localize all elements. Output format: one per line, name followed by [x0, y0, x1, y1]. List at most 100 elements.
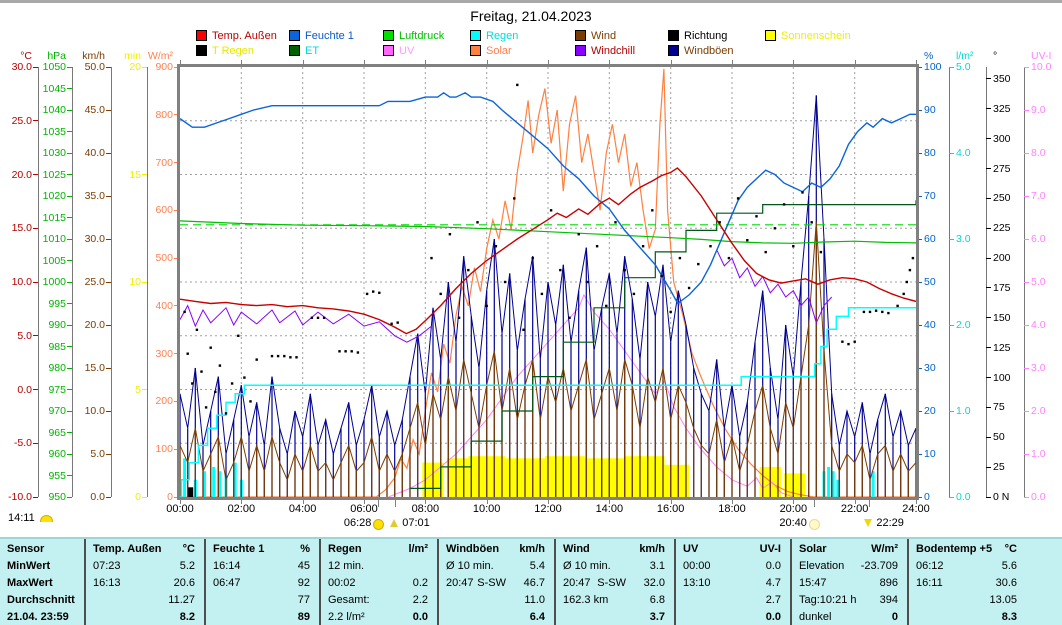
axis-tick-label-pct: 100 [924, 61, 942, 73]
table-column-name: Feuchte 1 [213, 543, 265, 555]
legend-label: Windchill [591, 44, 636, 57]
series-richtung [322, 316, 326, 319]
axis-tick-label-deg: 225 [993, 222, 1011, 235]
axis-tick-wm2 [174, 496, 179, 498]
series-richtung [476, 221, 479, 224]
axis-tick-label-hpa: 970 [48, 405, 66, 417]
table-row: 2.7 [676, 592, 790, 609]
table-column-bodentemp-5: Bodentemp +5 °C 06:12 5.6 16:11 30.6 13.05 8.3 [907, 539, 1062, 625]
x-tick-label: 12:00 [534, 503, 562, 515]
x-tick-mark [364, 500, 365, 504]
series-richtung [531, 256, 534, 260]
axis-tick-label-hpa: 1025 [42, 168, 66, 181]
axis-tick-label-wm2: 600 [155, 204, 173, 217]
series-richtung [522, 328, 525, 331]
table-row-label: Sensor [0, 541, 84, 558]
series-windchill [716, 249, 833, 325]
axis-tick-label-hpa: 1050 [42, 61, 66, 73]
series-richtung [204, 406, 208, 409]
x-tick-mark-top [609, 60, 611, 64]
series-rain_rate [212, 466, 216, 497]
axis-tick-label-hpa: 995 [48, 297, 66, 310]
table-row: 13.05 [909, 592, 1062, 609]
series-richtung [902, 292, 905, 296]
table-row: 8.3 [909, 609, 1062, 625]
series-richtung [874, 309, 878, 312]
axis-tick-label-kmh: 45.0 [84, 104, 105, 116]
legend-label: ET [305, 44, 320, 57]
legend-label: Temp. Außen [212, 29, 277, 42]
axis-tick-label-temp: 10.0 [11, 276, 32, 288]
axis-tick-label-temp: -10.0 [8, 491, 32, 503]
legend-item-et: ET [289, 44, 320, 57]
series-richtung [887, 311, 890, 315]
axis-tick-hpa [67, 324, 72, 326]
series-richtung [396, 321, 399, 324]
axis-tick-label-deg: 325 [993, 102, 1011, 115]
axis-tick-label-temp: 5.0 [17, 329, 32, 342]
axis-tick-deg [986, 496, 991, 498]
x-tick-label: 20:00 [779, 503, 808, 515]
x-tick-mark [241, 500, 243, 504]
table-row-label: 21.04. 23:59 [0, 609, 84, 625]
axis-tick-wm2 [174, 448, 179, 450]
axis-tick-label-hpa: 990 [48, 319, 66, 331]
series-richtung [344, 350, 347, 353]
axis-tick-label-hpa: 1000 [42, 276, 66, 288]
series-richtung [195, 328, 199, 331]
axis-tick-label-kmh: 35.0 [84, 190, 105, 202]
x-tick-mark [793, 500, 795, 504]
table-cell-time: 12 min. [328, 560, 365, 572]
x-tick-mark-top [670, 60, 672, 64]
table-column-unit: l/m² [408, 543, 428, 555]
table-cell-time: 00:00 [683, 560, 711, 572]
axis-tick-kmh [106, 410, 111, 412]
series-richtung [586, 280, 590, 284]
axis-tick-label-hpa: 1005 [42, 254, 66, 267]
table-cell-time: Ø 10 min. [446, 560, 494, 572]
series-richtung [727, 256, 731, 260]
table-column-name: Temp. Außen [93, 543, 162, 555]
table-column-regen: Regen l/m² 12 min. 00:02 0.2 Gesamt: 2.2 2.2 l/… [319, 539, 437, 625]
table-cell-value: -23.709 [860, 560, 898, 572]
table-row: 20:47 S-SW 46.7 [439, 575, 554, 592]
x-tick-label: 08:00 [411, 503, 440, 515]
series-richtung [540, 292, 544, 296]
axis-tick-label-kmh: 25.0 [84, 276, 105, 288]
axis-tick-hpa [67, 432, 72, 433]
axis-tick-label-hpa: 965 [48, 426, 66, 439]
axis-tick-pct [917, 324, 922, 326]
series-richtung [255, 358, 258, 361]
axis-tick-temp [33, 227, 38, 229]
series-richtung [782, 203, 786, 206]
table-cell-value: 896 [879, 577, 898, 589]
axis-tick-label-lm2: 1.0 [956, 405, 971, 417]
series-richtung [448, 233, 452, 236]
x-tick-mark-top [180, 60, 181, 64]
series-richtung [372, 290, 375, 293]
marker-stem [395, 497, 397, 507]
x-tick-mark-top [486, 60, 488, 64]
table-cell-time: dunkel [799, 611, 832, 623]
series-richtung [378, 291, 381, 294]
axis-tick-min [142, 174, 147, 175]
axis-tick-label-kmh: 40.0 [84, 147, 105, 159]
series-rain_rate [183, 458, 187, 497]
series-richtung [494, 245, 498, 248]
table-cell-value: 0.0 [765, 611, 781, 623]
table-cell-time: 00:02 [328, 577, 356, 589]
table-cell-time: 2.2 l/m² [328, 611, 365, 623]
series-richtung [295, 356, 298, 359]
axis-line-lm2 [949, 67, 950, 497]
axis-tick-uvi [1024, 195, 1029, 197]
axis-tick-lm2 [949, 152, 954, 154]
series-richtung [467, 268, 470, 272]
legend-swatch [575, 30, 586, 41]
legend-item-solar: Solar [470, 45, 512, 57]
legend-item-regen: Regen [470, 30, 518, 42]
series-richtung [709, 245, 712, 248]
axis-unit-uvi: UV-I [1031, 50, 1052, 62]
axis-tick-label-pct: 60 [924, 233, 936, 245]
table-row: 89 [206, 609, 319, 625]
axis-tick-label-temp: 25.0 [11, 114, 32, 127]
